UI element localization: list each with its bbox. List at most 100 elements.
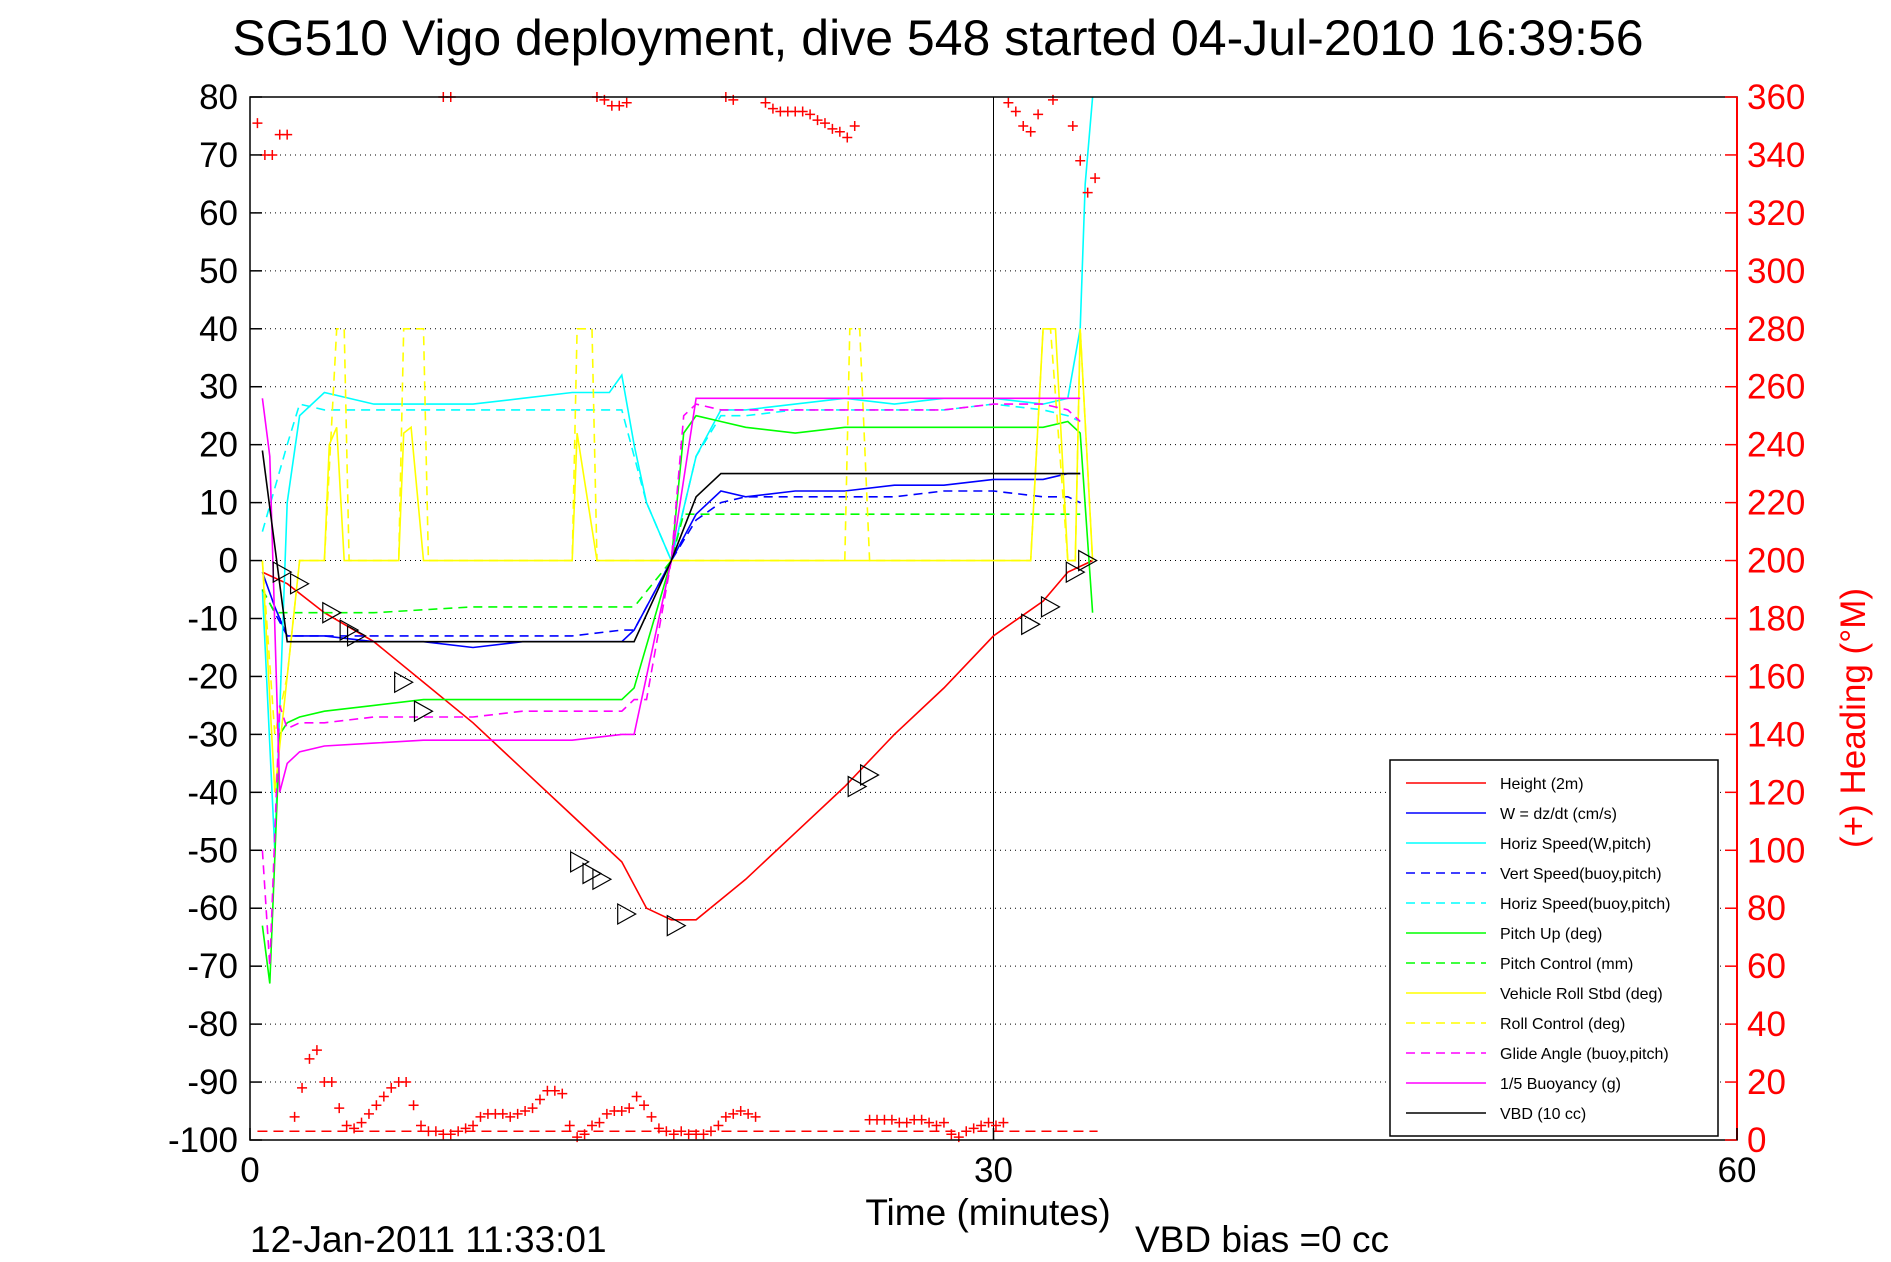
heading-point [497,1108,508,1119]
heading-point [631,1091,642,1102]
heading-point [349,1123,360,1134]
heading-point [728,1108,739,1119]
waypoint-marker [289,572,310,595]
legend: Height (2m) W = dz/dt (cm/s) Horiz Speed(W… [1389,759,1719,1137]
y2-tick-label: 0 [1747,1121,1766,1160]
waypoint-marker [339,619,360,642]
heading-point [653,1123,664,1134]
heading-point [924,1117,935,1128]
y2-tick-label: 280 [1747,310,1805,349]
heading-point [886,1114,897,1125]
heading-point [616,1106,627,1117]
heading-point [334,1103,345,1114]
heading-point [594,1117,605,1128]
heading-point [341,1120,352,1131]
heading-point [297,1082,308,1093]
legend-entry-label: Vehicle Roll Stbd (deg) [1500,986,1663,1003]
y2-tick-label: 120 [1747,773,1805,812]
legend-entry-label: Roll Control (deg) [1500,1016,1625,1033]
y2-tick-label: 20 [1747,1063,1786,1102]
heading-point [624,1103,635,1114]
heading-point [968,1123,979,1134]
series-line-9 [261,403,1081,967]
heading-point [289,1111,300,1122]
heading-point [252,118,263,129]
heading-point [520,1106,531,1117]
heading-point [1010,106,1021,117]
y2-tick-label: 240 [1747,426,1805,465]
y2-tick-label: 340 [1747,136,1805,175]
heading-point [460,1123,471,1134]
waypoint-marker [859,763,880,786]
y-tick-label: 40 [199,310,238,349]
heading-point [750,1111,761,1122]
y-tick-label: -70 [187,947,238,986]
heading-point [468,1120,479,1131]
heading-point [621,97,632,108]
legend-entry-label: Glide Angle (buoy,pitch) [1500,1046,1669,1063]
x-tick-label: 30 [974,1151,1013,1190]
heading-point [430,1126,441,1137]
heading-point [767,103,778,114]
waypoint-marker [322,601,343,624]
waypoint-marker [1021,613,1041,636]
heading-point [931,1120,942,1131]
y-tick-label: 70 [199,136,238,175]
y2-tick-label: 160 [1747,657,1805,696]
waypoint-marker [666,914,687,937]
heading-point [453,1126,464,1137]
heading-point [311,1045,322,1056]
series-line-11 [261,450,1081,643]
x-tick-label: 0 [240,1151,259,1190]
y-tick-label: 10 [199,484,238,523]
heading-point [676,1126,687,1137]
heading-point [698,1129,709,1140]
heading-point [282,129,293,140]
heading-point [1082,187,1093,198]
heading-point [760,97,771,108]
y-tick-label: 20 [199,426,238,465]
y-tick-label: -40 [187,773,238,812]
legend-entry-label: VBD (10 cc) [1500,1106,1586,1123]
heading-point [998,1117,1009,1128]
heading-point [1075,155,1086,166]
axes: 80706050403020100-10-20-30-40-50-60-70-8… [168,78,1805,1190]
heading-point [976,1120,987,1131]
heading-point [527,1103,538,1114]
heading-point [946,1129,957,1140]
heading-point [557,1088,568,1099]
heading-point [267,149,278,160]
legend-entry-label: W = dz/dt (cm/s) [1500,806,1617,823]
heading-point [743,1108,754,1119]
heading-point [1018,120,1029,131]
heading-point [842,132,853,143]
heading-point [1003,97,1014,108]
y-tick-label: -90 [187,1063,238,1102]
y2-tick-label: 260 [1747,368,1805,407]
y2-tick-label: 140 [1747,715,1805,754]
heading-point [661,1126,672,1137]
y-tick-label: -50 [187,831,238,870]
heading-point [983,1117,994,1128]
waypoint-marker [592,868,613,891]
x-tick-label: 60 [1718,1151,1757,1190]
heading-point [901,1117,912,1128]
y2-tick-label: 80 [1747,889,1786,928]
heading-point [512,1108,523,1119]
legend-entry-label: 1/5 Buoyancy (g) [1500,1076,1621,1093]
footer-vbd-bias: VBD bias =0 cc [1135,1219,1389,1260]
heading-point [819,118,830,129]
y2-tick-label: 40 [1747,1005,1786,1044]
y2-tick-label: 220 [1747,484,1805,523]
waypoint-marker [1065,561,1086,584]
waypoint-marker [847,775,868,798]
y2-axis-label: (+) Heading (°M) [1834,588,1873,848]
y-tick-label: -60 [187,889,238,928]
y2-tick-label: 320 [1747,194,1805,233]
heading-point [639,1100,650,1111]
heading-point [1033,109,1044,120]
heading-point [408,1100,419,1111]
heading-point [363,1108,374,1119]
y-tick-label: 50 [199,252,238,291]
legend-entry-label: Horiz Speed(buoy,pitch) [1500,896,1670,913]
